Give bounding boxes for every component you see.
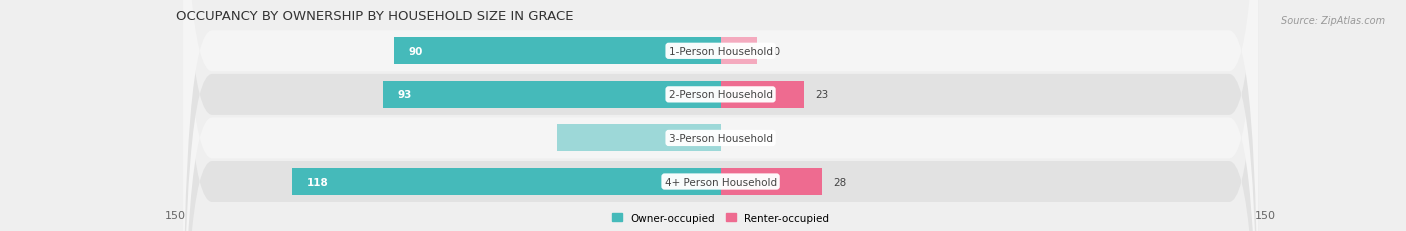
Text: 4+ Person Household: 4+ Person Household xyxy=(665,177,776,187)
Bar xyxy=(292,168,721,195)
Text: 118: 118 xyxy=(307,177,328,187)
Bar xyxy=(394,38,721,65)
FancyBboxPatch shape xyxy=(183,0,1258,231)
Text: 45: 45 xyxy=(735,133,748,143)
Bar xyxy=(382,82,721,108)
Bar xyxy=(721,38,756,65)
Text: OCCUPANCY BY OWNERSHIP BY HOUSEHOLD SIZE IN GRACE: OCCUPANCY BY OWNERSHIP BY HOUSEHOLD SIZE… xyxy=(176,9,574,22)
Legend: Owner-occupied, Renter-occupied: Owner-occupied, Renter-occupied xyxy=(607,209,834,227)
Text: 23: 23 xyxy=(815,90,828,100)
Text: 1-Person Household: 1-Person Household xyxy=(669,47,772,57)
Text: 93: 93 xyxy=(398,90,412,100)
Text: 28: 28 xyxy=(834,177,846,187)
Text: 2-Person Household: 2-Person Household xyxy=(669,90,772,100)
Bar xyxy=(557,125,721,152)
Text: Source: ZipAtlas.com: Source: ZipAtlas.com xyxy=(1281,16,1385,26)
FancyBboxPatch shape xyxy=(183,0,1258,231)
FancyBboxPatch shape xyxy=(183,0,1258,231)
Bar xyxy=(721,168,823,195)
Text: 0: 0 xyxy=(731,133,738,143)
Text: 3-Person Household: 3-Person Household xyxy=(669,133,772,143)
Bar xyxy=(721,82,804,108)
Text: 90: 90 xyxy=(408,47,423,57)
FancyBboxPatch shape xyxy=(183,0,1258,231)
Text: 10: 10 xyxy=(768,47,780,57)
